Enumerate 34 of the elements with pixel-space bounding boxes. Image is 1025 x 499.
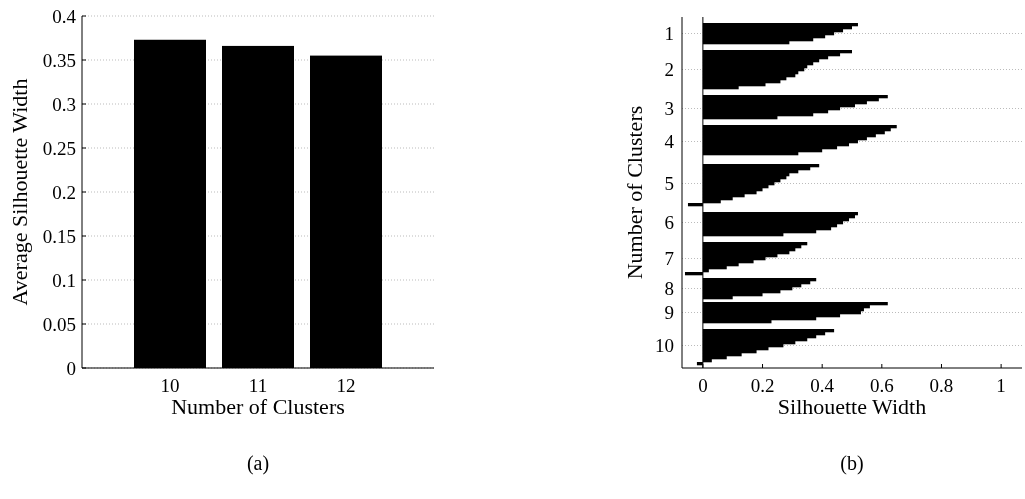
x-tick-label: 11 (248, 375, 268, 396)
x-tick-label: 0.8 (929, 375, 954, 396)
y-tick-label: 4 (664, 131, 675, 153)
y-tick-label: 1 (664, 23, 674, 45)
x-tick-label: 0.4 (810, 375, 835, 396)
y-tick-label: 0.3 (52, 93, 76, 115)
y-tick-label: 0 (66, 357, 76, 379)
y-tick-label: 0.05 (42, 313, 76, 335)
x-tick-label: 1 (996, 375, 1006, 396)
y-tick-label: 0.15 (42, 225, 76, 247)
x-tick-label: 10 (160, 375, 180, 396)
x-tick-label: 12 (336, 375, 356, 396)
y-tick-label: 9 (664, 302, 674, 324)
x-axis-title: Number of Clusters (171, 394, 345, 419)
text: (b) (840, 452, 864, 475)
y-tick-label: 0.1 (52, 269, 76, 291)
y-axis-title: Number of Clusters (622, 105, 647, 280)
y-tick-label: 2 (664, 59, 674, 81)
y-tick-label: 7 (664, 248, 674, 270)
y-tick-label: 10 (655, 335, 674, 357)
y-tick-label: 5 (664, 173, 674, 195)
y-tick-label: 3 (664, 98, 674, 120)
y-tick-label: 0.25 (42, 137, 76, 159)
x-tick-label: 0.2 (750, 375, 775, 396)
x-tick-label: 0.6 (869, 375, 894, 396)
x-tick-label: 0 (698, 375, 708, 396)
y-tick-label: 8 (664, 278, 674, 300)
text: (a) (246, 452, 270, 475)
y-tick-label: 6 (664, 212, 674, 234)
y-tick-label: 0.2 (52, 181, 76, 203)
y-axis-title: Average Silhouette Width (7, 78, 32, 306)
y-tick-label: 0.35 (42, 49, 76, 71)
y-tick-label: 0.4 (52, 5, 77, 27)
x-axis-title: Silhouette Width (777, 394, 927, 419)
